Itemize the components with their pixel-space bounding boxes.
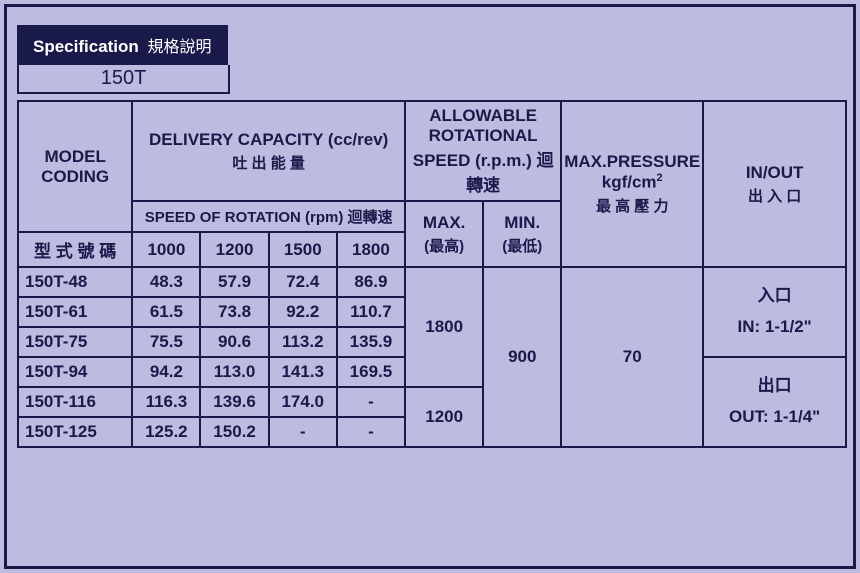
col-model-header: MODEL CODING [18,101,132,232]
spec-title-cn: 規格說明 [148,39,212,56]
allow-max-cell: 1800 [405,267,483,387]
value-cell: 116.3 [132,387,200,417]
header-row-1: MODEL CODING DELIVERY CAPACITY (cc/rev) … [18,101,846,201]
speed-1800: 1800 [337,232,405,267]
spec-header: Specification 規格說明 150T [17,25,843,94]
value-cell: 57.9 [200,267,268,297]
value-cell: 90.6 [200,327,268,357]
model-cell: 150T-75 [18,327,132,357]
value-cell: 135.9 [337,327,405,357]
col-inout-header: IN/OUT 出 入 口 [703,101,846,267]
allow-min-cell: 900 [483,267,561,447]
col-allow-header: ALLOWABLE ROTATIONAL SPEED (r.p.m.) 迴轉速 [405,101,561,201]
value-cell: 113.2 [269,327,337,357]
spec-title-en: Specification [33,37,139,56]
col-delivery-header: DELIVERY CAPACITY (cc/rev) 吐 出 能 量 [132,101,405,201]
value-cell: 174.0 [269,387,337,417]
value-cell: 73.8 [200,297,268,327]
speed-1200: 1200 [200,232,268,267]
speed-1500: 1500 [269,232,337,267]
model-cell: 150T-48 [18,267,132,297]
value-cell: 48.3 [132,267,200,297]
value-cell: 94.2 [132,357,200,387]
value-cell: 169.5 [337,357,405,387]
model-cell: 150T-61 [18,297,132,327]
outlet-cell: 出口 OUT: 1-1/4" [703,357,846,447]
col-min-header: MIN. (最低) [483,201,561,267]
value-cell: 92.2 [269,297,337,327]
spec-table: MODEL CODING DELIVERY CAPACITY (cc/rev) … [17,100,847,448]
col-speed-header: SPEED OF ROTATION (rpm) 迴轉速 [132,201,405,232]
value-cell: 75.5 [132,327,200,357]
spec-frame: Specification 規格說明 150T MODEL CODING DEL… [4,4,856,569]
value-cell: - [337,417,405,447]
value-cell: 86.9 [337,267,405,297]
model-cell: 150T-116 [18,387,132,417]
value-cell: 141.3 [269,357,337,387]
value-cell: 139.6 [200,387,268,417]
value-cell: 150.2 [200,417,268,447]
value-cell: 72.4 [269,267,337,297]
inlet-cell: 入口 IN: 1-1/2" [703,267,846,357]
col-pressure-header: MAX.PRESSURE kgf/cm2 最 高 壓 力 [561,101,703,267]
model-cell: 150T-125 [18,417,132,447]
spec-title: Specification 規格說明 [17,25,228,65]
col-max-header: MAX. (最高) [405,201,483,267]
model-cell: 150T-94 [18,357,132,387]
spec-model: 150T [17,65,230,94]
col-model-cn: 型 式 號 碼 [18,232,132,267]
value-cell: 113.0 [200,357,268,387]
allow-max-cell: 1200 [405,387,483,447]
value-cell: - [337,387,405,417]
table-row: 150T-48 48.3 57.9 72.4 86.9 1800 900 70 … [18,267,846,297]
speed-1000: 1000 [132,232,200,267]
value-cell: 110.7 [337,297,405,327]
value-cell: 125.2 [132,417,200,447]
value-cell: 61.5 [132,297,200,327]
value-cell: - [269,417,337,447]
pressure-cell: 70 [561,267,703,447]
